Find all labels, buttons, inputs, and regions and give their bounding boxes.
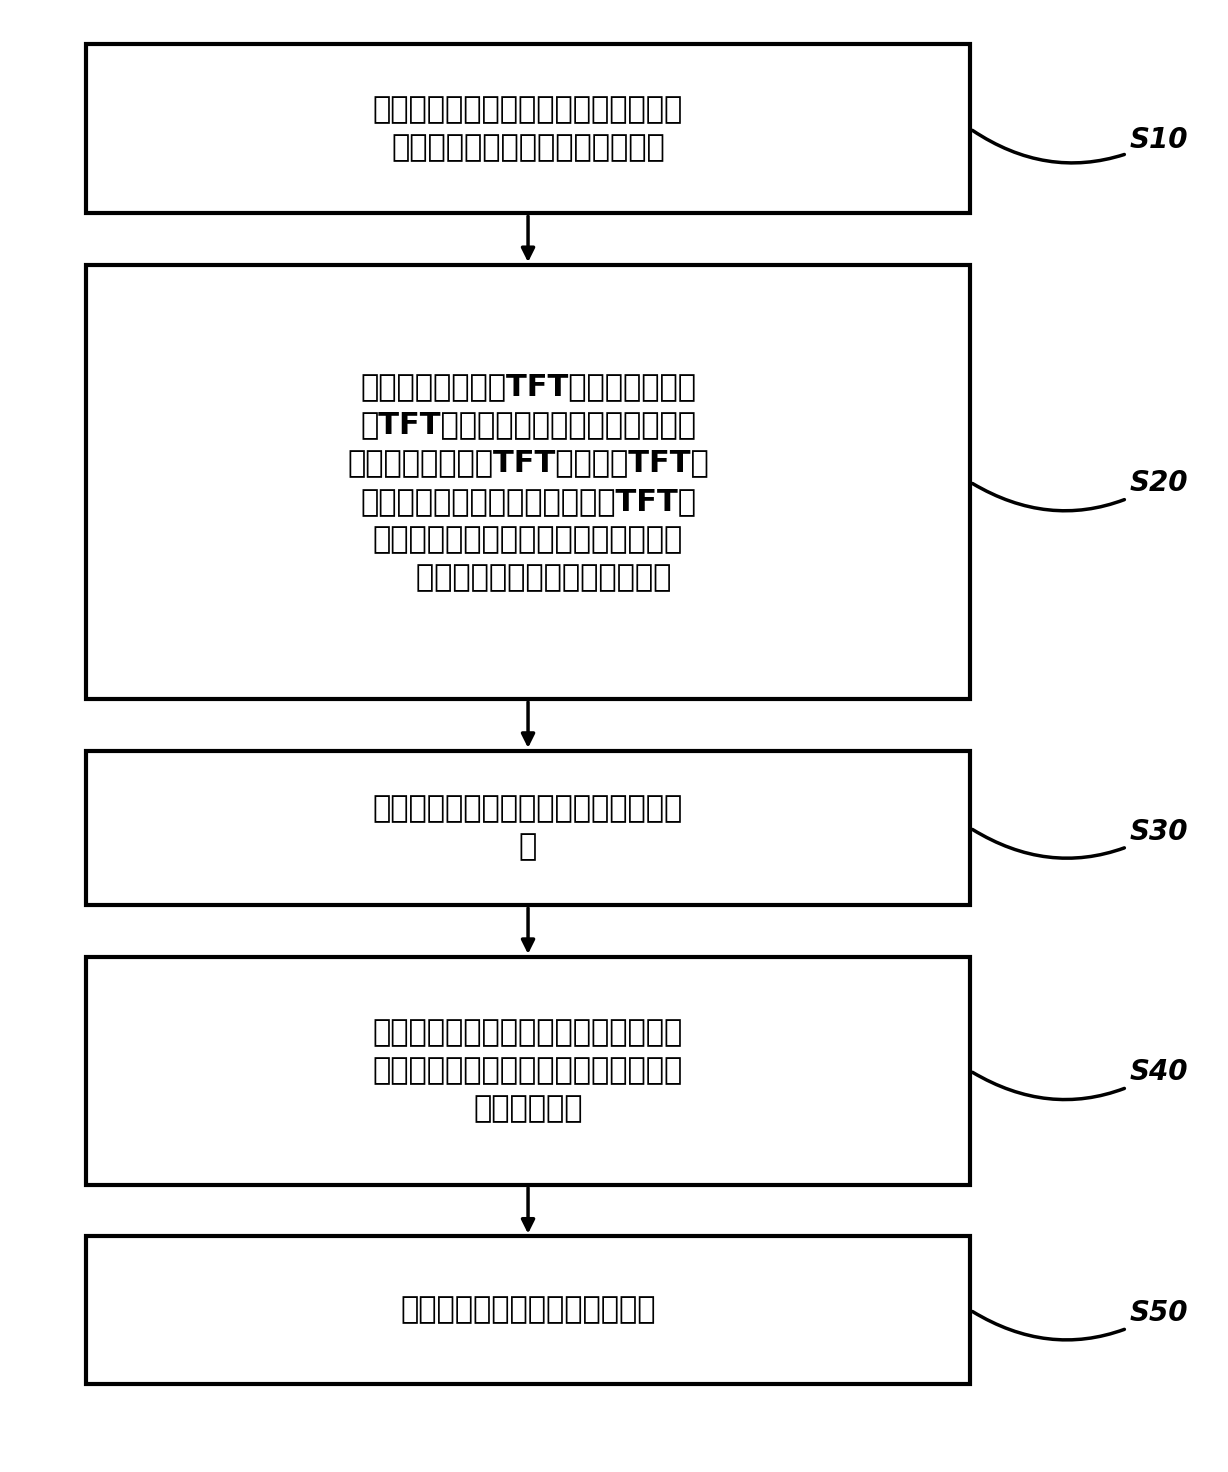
- Text: S50: S50: [973, 1298, 1189, 1340]
- Text: S30: S30: [973, 817, 1189, 858]
- FancyBboxPatch shape: [86, 751, 970, 905]
- Text: 在所述基板上制备TFT器件层、位于所
述TFT器件层之上的发光器件层以及间
隔层，其中，所述TFT器件层的TFT器
件遮开所述开孔区设置，且所述TFT器
件层、: 在所述基板上制备TFT器件层、位于所 述TFT器件层之上的发光器件层以及间 隔层…: [348, 372, 709, 592]
- FancyBboxPatch shape: [86, 265, 970, 699]
- FancyBboxPatch shape: [86, 44, 970, 213]
- Text: S10: S10: [973, 125, 1189, 163]
- FancyBboxPatch shape: [86, 957, 970, 1185]
- Text: 提供一基板，在所述基板表面设置开孔
区，并对所述开孔区进行减薄处理: 提供一基板，在所述基板表面设置开孔 区，并对所述开孔区进行减薄处理: [373, 96, 683, 162]
- Text: 至少去除所述凹陷边缘的所述发光器件
层: 至少去除所述凹陷边缘的所述发光器件 层: [373, 795, 683, 861]
- Text: S20: S20: [973, 468, 1189, 511]
- Text: S40: S40: [973, 1057, 1189, 1100]
- Text: 在所述基板上制备封装层，所述封装层
至少连续地覆盖所述发光器件层、以及
所述凹陷表面: 在所述基板上制备封装层，所述封装层 至少连续地覆盖所述发光器件层、以及 所述凹陷…: [373, 1019, 683, 1123]
- FancyBboxPatch shape: [86, 1236, 970, 1384]
- Text: 将所述凹陷底部去除，形成通孔: 将所述凹陷底部去除，形成通孔: [400, 1295, 656, 1325]
